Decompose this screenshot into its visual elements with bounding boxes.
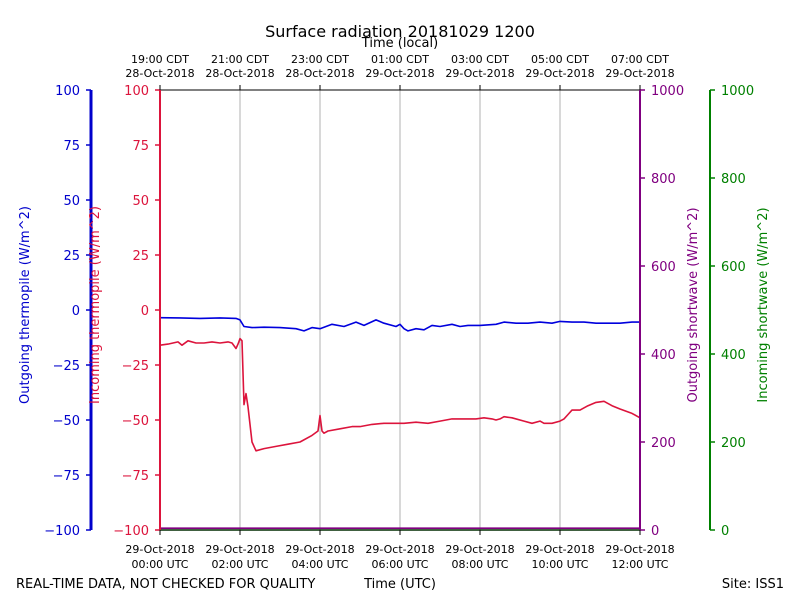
top-tick-date-0: 28-Oct-2018 <box>125 67 194 80</box>
axis-incoming-shortwave: 0 200 400 600 800 1000 Incoming shortwave (W/m… <box>709 84 771 539</box>
y-axes: −100 −75 −50 −25 0 25 50 75 100 Outgoing thermopi… <box>18 84 771 539</box>
chart-title: Surface radiation 20181029 1200 <box>265 22 535 41</box>
top-tick-time-3: 01:00 CDT <box>371 53 429 66</box>
top-tick-date-2: 28-Oct-2018 <box>285 67 354 80</box>
tick-label: 200 <box>721 436 746 451</box>
top-tick-time-2: 23:00 CDT <box>291 53 349 66</box>
tick-label: 400 <box>651 348 676 363</box>
bottom-tick-date-5: 29-Oct-2018 <box>525 543 594 556</box>
tick-label: −50 <box>53 414 80 429</box>
series-incoming-thermopile <box>159 337 641 452</box>
series-outgoing-thermopile <box>159 316 640 332</box>
tick-label: 600 <box>721 260 746 275</box>
top-tick-date-5: 29-Oct-2018 <box>525 67 594 80</box>
bottom-tick-time-3: 06:00 UTC <box>371 558 428 571</box>
tick-label: 25 <box>132 249 149 264</box>
tick-label: 1000 <box>721 84 754 99</box>
tick-label: 100 <box>124 84 149 99</box>
axis-label: Incoming thermopile (W/m^2) <box>88 206 103 404</box>
axis-outgoing-shortwave: 0 200 400 600 800 1000 Outgoing shortwave (W/m… <box>639 84 701 539</box>
bottom-tick-date-2: 29-Oct-2018 <box>285 543 354 556</box>
tick-label: 0 <box>721 524 729 539</box>
tick-label: 0 <box>141 304 149 319</box>
quality-disclaimer: REAL-TIME DATA, NOT CHECKED FOR QUALITY <box>16 577 315 592</box>
tick-label: 400 <box>721 348 746 363</box>
tick-label: 1000 <box>651 84 684 99</box>
top-tick-date-3: 29-Oct-2018 <box>365 67 434 80</box>
top-tick-time-6: 07:00 CDT <box>611 53 669 66</box>
axis-label: Incoming shortwave (W/m^2) <box>756 207 771 402</box>
top-tick-date-1: 28-Oct-2018 <box>205 67 274 80</box>
axis-label: Outgoing thermopile (W/m^2) <box>18 206 33 404</box>
tick-label: −50 <box>122 414 149 429</box>
bottom-tick-date-1: 29-Oct-2018 <box>205 543 274 556</box>
tick-label: 100 <box>55 84 80 99</box>
bottom-tick-time-4: 08:00 UTC <box>451 558 508 571</box>
tick-label: 50 <box>132 194 149 209</box>
tick-label: −100 <box>113 524 149 539</box>
bottom-tick-date-3: 29-Oct-2018 <box>365 543 434 556</box>
bottom-tick-time-5: 10:00 UTC <box>531 558 588 571</box>
tick-label: 75 <box>63 139 80 154</box>
tick-label: −25 <box>122 359 149 374</box>
top-tick-time-0: 19:00 CDT <box>131 53 189 66</box>
tick-label: 200 <box>651 436 676 451</box>
tick-label: 25 <box>63 249 80 264</box>
tick-label: −25 <box>53 359 80 374</box>
tick-label: 800 <box>651 172 676 187</box>
tick-label: 50 <box>63 194 80 209</box>
bottom-tick-time-0: 00:00 UTC <box>131 558 188 571</box>
bottom-tick-time-2: 04:00 UTC <box>291 558 348 571</box>
axis-label: Outgoing shortwave (W/m^2) <box>686 207 701 402</box>
axis-incoming-thermopile: −100 −75 −50 −25 0 25 50 75 100 Incoming thermopi… <box>88 84 161 539</box>
vertical-gridlines <box>239 90 561 530</box>
tick-label: 0 <box>651 524 659 539</box>
tick-label: −75 <box>122 469 149 484</box>
bottom-tick-time-1: 02:00 UTC <box>211 558 268 571</box>
tick-label: −100 <box>44 524 80 539</box>
top-tick-time-5: 05:00 CDT <box>531 53 589 66</box>
tick-label: 75 <box>132 139 149 154</box>
bottom-tick-date-4: 29-Oct-2018 <box>445 543 514 556</box>
axis-outgoing-thermopile: −100 −75 −50 −25 0 25 50 75 100 Outgoing thermopi… <box>18 84 93 539</box>
site-label: Site: ISS1 <box>722 577 784 592</box>
top-axis-label: Time (local) <box>361 36 438 51</box>
tick-label: 600 <box>651 260 676 275</box>
bottom-tick-time-6: 12:00 UTC <box>611 558 668 571</box>
tick-label: 800 <box>721 172 746 187</box>
footer-time-label: Time (UTC) <box>363 577 436 592</box>
tick-label: −75 <box>53 469 80 484</box>
top-tick-time-1: 21:00 CDT <box>211 53 269 66</box>
top-tick-date-6: 29-Oct-2018 <box>605 67 674 80</box>
bottom-tick-date-0: 29-Oct-2018 <box>125 543 194 556</box>
top-tick-time-4: 03:00 CDT <box>451 53 509 66</box>
bottom-tick-date-6: 29-Oct-2018 <box>605 543 674 556</box>
tick-label: 0 <box>72 304 80 319</box>
top-tick-date-4: 29-Oct-2018 <box>445 67 514 80</box>
